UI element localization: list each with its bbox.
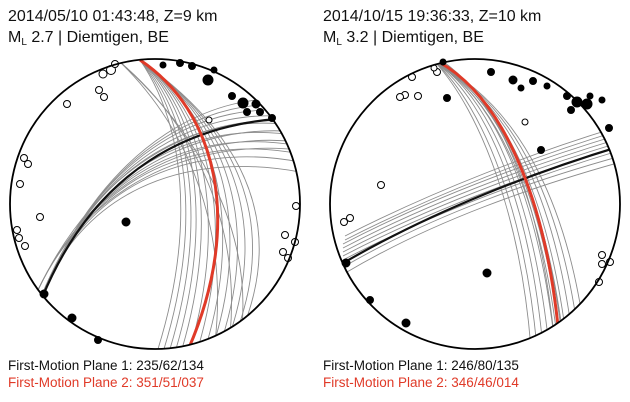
event-header: 2014/05/10 01:43:48, Z=9 km bbox=[8, 8, 218, 25]
magnitude-location: ML 2.7 | Diemtigen, BE bbox=[8, 29, 169, 48]
stereonet-outline bbox=[329, 58, 621, 350]
stereonet-outline bbox=[9, 58, 301, 350]
focal-mechanism-plot bbox=[9, 58, 301, 350]
beachball-panel-1: 2014/05/10 01:43:48, Z=9 km ML 2.7 | Die… bbox=[8, 8, 301, 390]
beachball-panel-2: 2014/10/15 19:36:33, Z=10 km ML 3.2 | Di… bbox=[315, 0, 630, 402]
stereonet-circle bbox=[10, 59, 300, 349]
plane-1-label: First-Motion Plane 1: 235/62/134 bbox=[8, 358, 204, 373]
nodal-plane-1 bbox=[344, 144, 620, 263]
magnitude-location: ML 3.2 | Diemtigen, BE bbox=[323, 29, 484, 48]
nodal-plane-2 bbox=[438, 60, 562, 349]
nodal-plane-2 bbox=[139, 59, 220, 349]
focal-mechanism-plot bbox=[329, 58, 621, 350]
plane-1-label: First-Motion Plane 1: 246/80/135 bbox=[323, 358, 519, 373]
plane-2-label: First-Motion Plane 2: 351/51/037 bbox=[8, 375, 204, 390]
nodal-plane-1 bbox=[40, 116, 299, 299]
plane-2-label: First-Motion Plane 2: 346/46/014 bbox=[323, 375, 519, 390]
event-header: 2014/10/15 19:36:33, Z=10 km bbox=[323, 8, 542, 25]
